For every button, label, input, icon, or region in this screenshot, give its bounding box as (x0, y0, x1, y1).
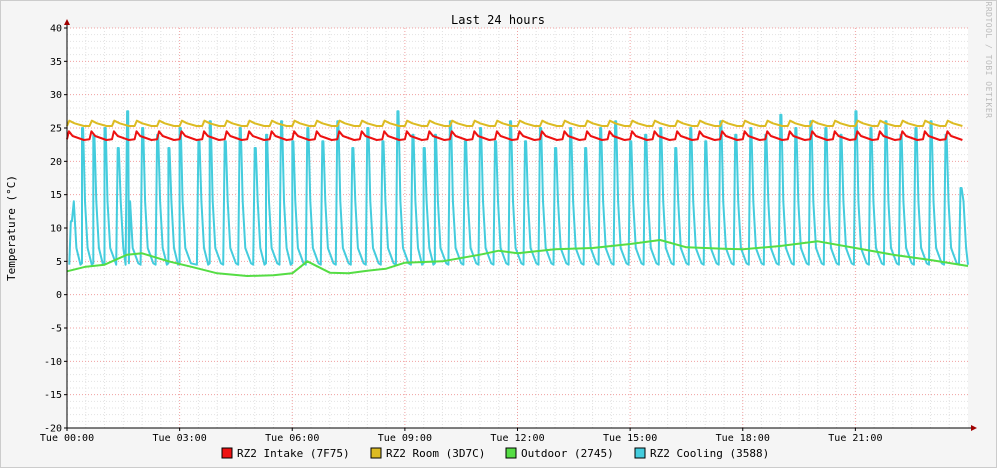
legend-swatch (370, 447, 382, 459)
legend-label: RZ2 Intake (7F75) (237, 447, 350, 460)
x-tick-label: Tue 18:00 (716, 433, 770, 444)
x-axis-arrow (971, 425, 977, 431)
legend-label: RZ2 Cooling (3588) (650, 447, 769, 460)
y-tick-label: 30 (50, 90, 62, 101)
y-tick-label: 5 (56, 257, 62, 268)
x-tick-label: Tue 00:00 (40, 433, 94, 444)
y-tick-labels: -20 -15 -10 -5 0 5 10 15 20 25 30 35 40 (44, 24, 62, 435)
y-tick-label: -15 (44, 390, 62, 401)
axes-layer (64, 19, 977, 431)
x-tick-label: Tue 09:00 (378, 433, 432, 444)
legend-swatch (505, 447, 517, 459)
grid-major (66, 27, 968, 429)
series-line-outdoor-2745 (66, 239, 969, 277)
y-tick-label: -5 (50, 324, 62, 335)
y-tick-label: 40 (50, 24, 62, 35)
y-tick-label: 0 (56, 290, 62, 301)
x-tick-label: Tue 21:00 (828, 433, 882, 444)
legend-label: RZ2 Room (3D7C) (386, 447, 485, 460)
y-tick-label: 25 (50, 124, 62, 135)
y-tick-label: 35 (50, 57, 62, 68)
legend-swatch (221, 447, 233, 459)
series-line-rz2-intake-7f75 (66, 130, 963, 141)
series-layer (66, 110, 969, 277)
chart-title: Last 24 hours (451, 13, 545, 27)
y-axis-arrow (64, 19, 70, 25)
x-tick-labels: Tue 00:00 Tue 03:00 Tue 06:00 Tue 09:00 Tue … (40, 433, 883, 444)
y-tick-label: -10 (44, 357, 62, 368)
legend-label: Outdoor (2745) (521, 447, 614, 460)
x-tick-label: Tue 03:00 (153, 433, 207, 444)
watermark: RRDTOOL / TOBI OETIKER (984, 2, 993, 119)
y-axis-label: Temperature (°C) (5, 175, 18, 281)
y-tick-label: 15 (50, 190, 62, 201)
legend: RZ2 Intake (7F75) RZ2 Room (3D7C) Outdoor … (221, 447, 769, 460)
y-tick-label: 20 (50, 157, 62, 168)
y-tick-label: -20 (44, 424, 62, 435)
x-tick-label: Tue 06:00 (265, 433, 319, 444)
series-line-rz2-room-3d7c (66, 119, 963, 127)
x-tick-label: Tue 15:00 (603, 433, 657, 444)
x-tick-label: Tue 12:00 (490, 433, 544, 444)
legend-swatch (634, 447, 646, 459)
y-tick-label: 10 (50, 224, 62, 235)
